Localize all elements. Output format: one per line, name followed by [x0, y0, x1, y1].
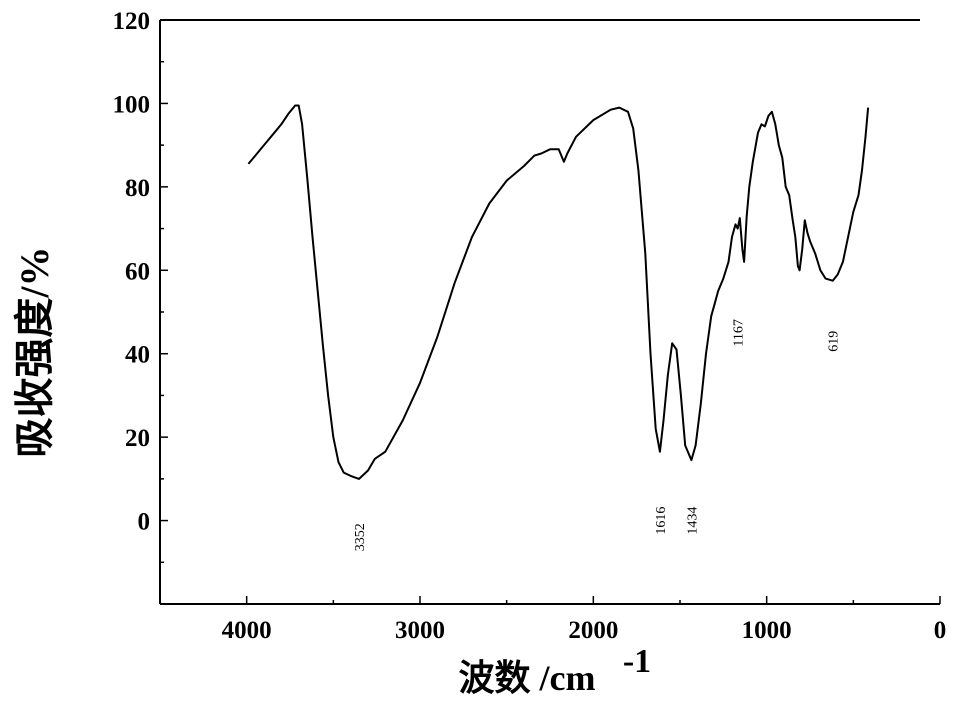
x-tick-label: 4000 [222, 617, 272, 644]
peak-label: 1434 [685, 507, 700, 535]
peak-label: 3352 [353, 523, 368, 551]
peak-annotations: 3352 1616 1434 1167 619 [353, 319, 842, 551]
axis-tick-labels: 0 20 40 60 80 100 120 4000 3000 2000 1000 0 [113, 8, 947, 644]
plot-frame [160, 20, 940, 604]
x-tick-label: 3000 [395, 617, 445, 644]
x-axis-title-group: 波数 /cm -1 [459, 643, 652, 698]
peak-label: 619 [827, 331, 842, 352]
series-group [248, 106, 868, 479]
y-tick-label: 120 [113, 8, 151, 35]
spectrum-line [248, 106, 868, 479]
y-tick-label: 20 [125, 425, 150, 452]
x-axis-title-superscript: -1 [623, 643, 651, 680]
peak-label: 1167 [732, 319, 747, 346]
y-axis-title-group: 吸收强度/% [12, 246, 57, 457]
y-tick-label: 80 [125, 175, 150, 202]
y-axis-title: 吸收强度/% [12, 246, 57, 457]
x-tick-label: 2000 [568, 617, 618, 644]
x-tick-label: 0 [934, 617, 947, 644]
x-tick-label: 1000 [742, 617, 792, 644]
x-axis-title: 波数 /cm [459, 658, 596, 698]
y-tick-label: 100 [113, 91, 151, 118]
y-tick-label: 60 [125, 258, 150, 285]
axis-ticks [160, 20, 940, 604]
peak-label: 1616 [654, 507, 669, 535]
y-tick-label: 40 [125, 342, 150, 369]
y-tick-label: 0 [138, 509, 151, 536]
